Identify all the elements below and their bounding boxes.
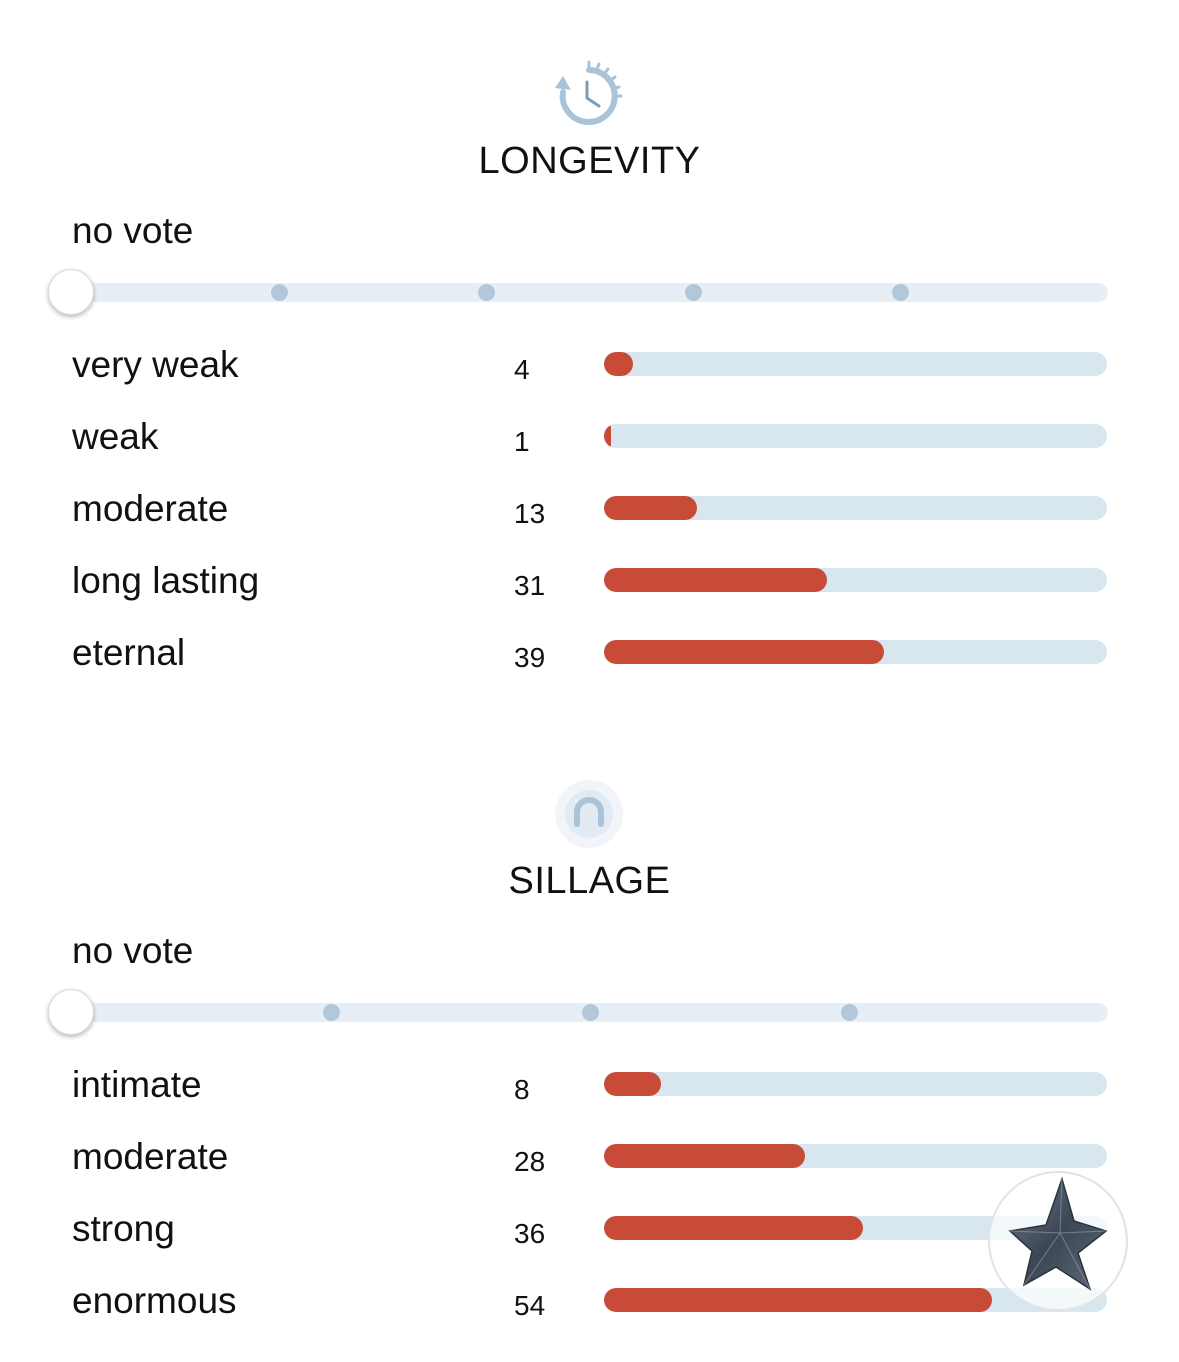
slider-thumb[interactable]: [48, 989, 94, 1035]
vote-bar-fill: [604, 352, 633, 376]
rating-label: moderate: [72, 488, 229, 529]
rating-row: long lasting 31: [0, 560, 1179, 604]
slider-stop-dot[interactable]: [322, 1004, 340, 1021]
vote-bar-track: [604, 640, 1107, 664]
vote-bar-fill: [604, 1216, 863, 1240]
rating-row: very weak 4: [0, 344, 1179, 388]
sillage-vote-slider[interactable]: [48, 989, 1108, 1035]
vote-count: 4: [514, 354, 530, 385]
vote-bar-track: [604, 1072, 1107, 1096]
vote-count: 39: [514, 642, 546, 673]
vote-count: 31: [514, 570, 546, 601]
vote-bar-track: [604, 1288, 1107, 1312]
rating-label: long lasting: [72, 560, 260, 601]
section-title: LONGEVITY: [478, 140, 701, 182]
star-bottle-icon: [1008, 1176, 1108, 1291]
rating-row: eternal 39: [0, 632, 1179, 676]
vote-count: 36: [514, 1218, 546, 1249]
vote-bar-fill: [604, 496, 698, 520]
slider-stop-dot[interactable]: [840, 1004, 858, 1021]
vote-bar-fill: [604, 568, 827, 592]
slider-stop-dot[interactable]: [892, 284, 910, 301]
vote-bar-fill: [604, 1072, 662, 1096]
vote-bar-track: [604, 424, 1107, 448]
vote-status-label: no vote: [72, 210, 194, 251]
rating-label: eternal: [72, 632, 186, 673]
slider-stop-dot[interactable]: [685, 284, 703, 301]
slider-stop-dot[interactable]: [270, 284, 288, 301]
vote-bar-track: [604, 568, 1107, 592]
vote-count: 13: [514, 498, 546, 529]
rating-label: moderate: [72, 1136, 229, 1177]
rating-row: enormous 54: [0, 1280, 1179, 1324]
vote-bar-fill: [604, 1144, 806, 1168]
rating-label: weak: [72, 416, 159, 457]
vote-count: 8: [514, 1074, 530, 1105]
rating-label: enormous: [72, 1280, 237, 1321]
rating-row: intimate 8: [0, 1064, 1179, 1108]
clock-icon: [555, 60, 623, 125]
vote-count: 54: [514, 1290, 546, 1321]
rating-label: very weak: [72, 344, 239, 385]
slider-stop-dot[interactable]: [581, 1004, 599, 1021]
longevity-section: LONGEVITY no vote very weak 4 weak 1 moderat…: [0, 60, 1179, 676]
vote-count: 1: [514, 426, 530, 457]
vote-bar-track: [604, 352, 1107, 376]
rating-label: intimate: [72, 1064, 202, 1105]
vote-bar-fill: [604, 424, 612, 448]
slider-stop-dot[interactable]: [477, 284, 495, 301]
section-title: SILLAGE: [508, 860, 671, 902]
rating-label: strong: [72, 1208, 175, 1249]
sillage-icon: [555, 780, 623, 848]
rating-row: moderate 13: [0, 488, 1179, 532]
slider-thumb[interactable]: [48, 269, 94, 315]
rating-row: moderate 28: [0, 1136, 1179, 1180]
vote-bar-track: [604, 1144, 1107, 1168]
longevity-vote-slider[interactable]: [48, 269, 1108, 315]
sillage-section: SILLAGE no vote intimate 8 moderate 28 stron…: [0, 720, 1179, 1362]
vote-bar-track: [604, 496, 1107, 520]
vote-status-label: no vote: [72, 930, 194, 971]
rating-row: weak 1: [0, 416, 1179, 460]
vote-bar-fill: [604, 640, 885, 664]
vote-count: 28: [514, 1146, 546, 1177]
perfume-bottle-button[interactable]: [988, 1171, 1128, 1311]
vote-bar-fill: [604, 1288, 993, 1312]
